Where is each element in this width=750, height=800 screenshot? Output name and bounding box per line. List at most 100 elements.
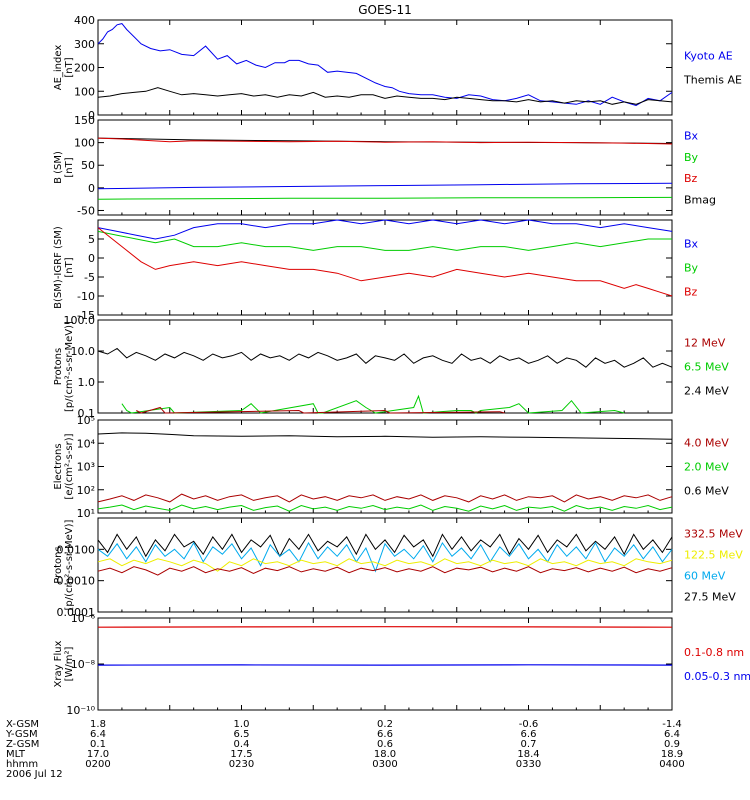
y-tick-label: 10⁵	[77, 414, 95, 427]
ephemeris-value: 0.6	[377, 739, 393, 750]
ephemeris-value: 0.4	[234, 739, 250, 750]
legend-2-0-mev: 2.0 MeV	[684, 461, 729, 474]
legend-12-mev: 12 MeV	[684, 337, 726, 350]
y-tick-label: 0.0010	[57, 575, 96, 588]
y-tick-label: 1.0	[78, 376, 96, 389]
y-tick-label: 100	[74, 85, 95, 98]
panel-2: -50 0 50 100 150 B (SM) [nT] Bx By Bz Bmag	[53, 114, 716, 217]
y-axis-label: Protons	[53, 348, 64, 385]
panel-frame	[97, 219, 673, 316]
panel-5: 10¹ 10² 10³ 10⁴ 10⁵ Electrons [e/(cm²-s-sr)] 4.…	[53, 414, 729, 520]
y-tick-label: 10¹	[77, 507, 95, 520]
series-bx	[97, 219, 673, 240]
ephemeris-value: 0230	[229, 759, 254, 770]
ephemeris-value: 18.9	[661, 749, 683, 760]
y-tick-label: 0.1	[78, 407, 96, 420]
y-tick-label: 5	[88, 233, 95, 246]
y-axis-label: [p/(cm²-s-sr-MeV)]	[64, 321, 75, 412]
y-axis-label: [nT]	[64, 257, 75, 277]
legend-122-5-mev: 122.5 MeV	[684, 549, 743, 562]
ephemeris-value: 17.0	[87, 749, 109, 760]
ephemeris-value: 6.6	[377, 729, 393, 740]
legend-4-0-mev: 4.0 MeV	[684, 437, 729, 450]
ephemeris-row-label: X-GSM	[6, 719, 39, 730]
ephemeris-value: 6.4	[90, 729, 106, 740]
panel-frame	[97, 119, 673, 216]
series-6-5-mev	[121, 394, 625, 414]
legend-27-5-mev: 27.5 MeV	[684, 591, 736, 604]
ephemeris-value: -0.6	[519, 719, 539, 730]
ephemeris-row-label: MLT	[6, 749, 26, 760]
series-bz	[97, 137, 673, 145]
panel-1: 0 100 200 300 400 AE_index [nT] Kyoto AE Themis …	[53, 14, 742, 122]
y-tick-label: 10⁻⁸	[71, 658, 96, 671]
series-122-5-mev	[97, 558, 673, 572]
ephemeris-value: 18.0	[374, 749, 396, 760]
legend-by: By	[684, 262, 699, 275]
series-27-5-mev	[97, 533, 673, 558]
y-tick-label: -10	[77, 290, 95, 303]
ephemeris-value: 1.0	[234, 719, 250, 730]
ephemeris-value: 0330	[516, 759, 541, 770]
y-axis-label: [W/m²]	[64, 646, 75, 681]
y-tick-label: 10⁻¹⁰	[66, 704, 95, 717]
ephemeris-value: 0200	[85, 759, 110, 770]
panel-frame	[97, 617, 673, 711]
y-tick-label: 10.0	[71, 345, 96, 358]
ephemeris-value: 0400	[659, 759, 684, 770]
legend-6-5-mev: 6.5 MeV	[684, 361, 729, 374]
legend-0-05-0-3-nm: 0.05-0.3 nm	[684, 670, 750, 683]
panel-7: 10⁻¹⁰ 10⁻⁸ 10⁻⁶ Xray Flux [W/m²] 0.1-0.8 nm 0.…	[53, 612, 750, 717]
panel-frame	[97, 419, 673, 514]
series-bz	[97, 227, 673, 297]
series-332-5-mev	[97, 566, 673, 576]
panel-4: 0.1 1.0 10.0 100.0 Protons [p/(cm²-s-sr-MeV)]…	[53, 314, 729, 420]
y-axis-label: [e/(cm²-s-sr)]	[64, 433, 75, 499]
y-tick-label: 0	[88, 109, 95, 122]
series-bx	[97, 182, 673, 190]
legend-by: By	[684, 151, 699, 164]
legend-332-5-mev: 332.5 MeV	[684, 528, 743, 541]
series-2-4-mev	[97, 347, 673, 368]
y-tick-label: 0.0100	[57, 543, 96, 556]
series-2-0-mev	[97, 504, 673, 512]
y-tick-label: 10⁴	[77, 437, 96, 450]
panel-3: -15 -10 -5 0 5 B(SM)-IGRF (SM) [nT] Bx By Bz	[53, 219, 699, 322]
y-axis-label: [nT]	[64, 157, 75, 177]
legend-bx: Bx	[684, 130, 699, 143]
legend-bz: Bz	[684, 172, 698, 185]
series-4-0-mev	[97, 493, 673, 503]
legend-0-1-0-8-nm: 0.1-0.8 nm	[684, 646, 744, 659]
ephemeris-value: 6.4	[664, 729, 680, 740]
y-tick-label: 150	[74, 114, 95, 127]
ephemeris-value: 0300	[372, 759, 397, 770]
series-themis-ae	[97, 87, 673, 105]
ephemeris-value: 18.4	[517, 749, 539, 760]
series-kyoto-ae	[97, 23, 673, 107]
ephemeris-row-label: hhmm	[6, 759, 38, 770]
legend-kyoto-ae: Kyoto AE	[684, 50, 733, 63]
ephemeris-value: 6.5	[234, 729, 250, 740]
ephemeris-row-label: Y-GSM	[5, 729, 38, 740]
y-tick-label: -50	[77, 204, 95, 217]
y-axis-label: Electrons	[53, 443, 64, 489]
series-by	[97, 196, 673, 200]
series-by	[97, 230, 672, 251]
ephemeris-value: 0.9	[664, 739, 680, 750]
ephemeris-row-label: Z-GSM	[6, 739, 39, 750]
y-tick-label: 200	[74, 62, 95, 75]
legend-bmag: Bmag	[684, 193, 716, 206]
ephemeris-value: 1.8	[90, 719, 106, 730]
series-12-mev	[136, 406, 505, 414]
y-tick-label: 0	[88, 252, 95, 265]
y-axis-label: B (SM)	[53, 151, 64, 184]
legend-2-4-mev: 2.4 MeV	[684, 385, 729, 398]
y-tick-label: 100	[74, 137, 95, 150]
figure-title: GOES-11	[358, 3, 412, 17]
y-tick-label: -15	[77, 309, 95, 322]
legend-bx: Bx	[684, 238, 699, 251]
ephemeris-value: 0.7	[521, 739, 537, 750]
ephemeris-value: 6.6	[521, 729, 537, 740]
